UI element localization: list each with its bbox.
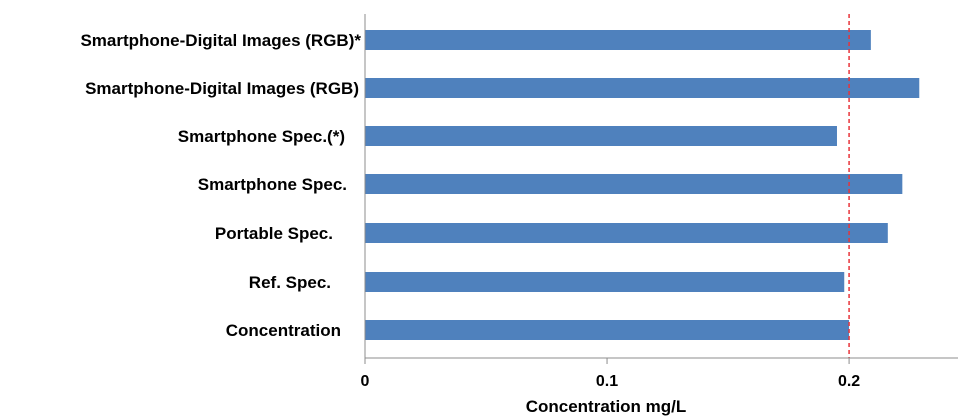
x-tick-label-2: 0.1 (596, 373, 618, 390)
bar-4 (365, 174, 903, 194)
category-label-2: Smartphone-Digital Images (RGB) (85, 79, 359, 98)
category-label-3: Smartphone Spec.(*) (178, 127, 345, 146)
bar-2 (365, 78, 920, 98)
x-tick-label-3: 0.2 (838, 373, 860, 390)
category-label-5: Portable Spec. (215, 224, 333, 243)
category-label-1: Smartphone-Digital Images (RGB)* (80, 31, 361, 50)
bar-5 (365, 223, 888, 243)
bar-3 (365, 126, 837, 146)
x-axis-title: Concentration mg/L (526, 397, 687, 416)
x-ticks-group: 0 0.1 0.2 (361, 358, 860, 390)
x-tick-label-1: 0 (361, 373, 370, 390)
category-label-7: Concentration (226, 321, 341, 340)
category-label-6: Ref. Spec. (249, 273, 331, 292)
bar-7 (365, 320, 850, 340)
bars-group (365, 30, 920, 340)
bar-6 (365, 272, 845, 292)
bar-1 (365, 30, 871, 50)
category-label-4: Smartphone Spec. (198, 175, 347, 194)
category-labels-group: Smartphone-Digital Images (RGB)* Smartpho… (80, 31, 361, 340)
